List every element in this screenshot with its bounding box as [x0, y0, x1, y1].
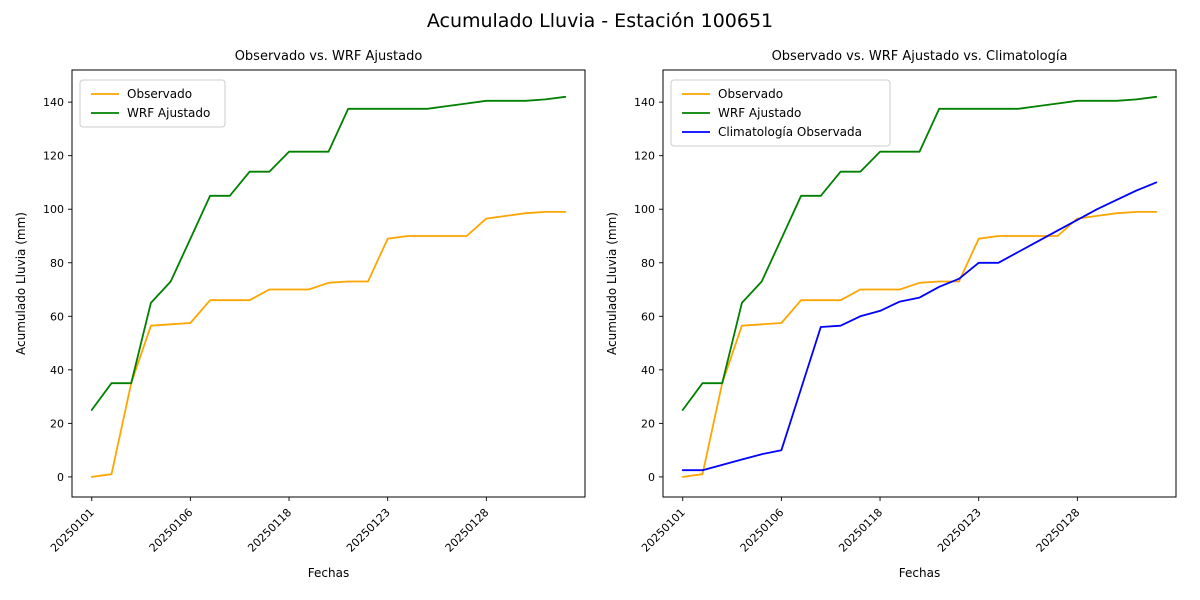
subplot-title: Observado vs. WRF Ajustado vs. Climatolo…	[772, 49, 1068, 64]
x-axis: 20250101 20250106 20250118 20250123 20250128	[48, 497, 491, 555]
svg-text:60: 60	[50, 310, 64, 323]
legend: Observado WRF Ajustado	[79, 79, 226, 128]
x-axis: 20250101 20250106 20250118 20250123 20250128	[639, 497, 1082, 555]
series-wrf-ajustado	[681, 95, 1158, 411]
svg-text:80: 80	[50, 257, 64, 270]
svg-text:20: 20	[641, 417, 655, 430]
svg-text:60: 60	[641, 310, 655, 323]
figure-title: Acumulado Lluvia - Estación 100651	[426, 10, 774, 32]
svg-text:120: 120	[43, 150, 64, 163]
svg-text:20250128: 20250128	[1034, 506, 1083, 555]
svg-text:WRF Ajustado: WRF Ajustado	[718, 106, 801, 120]
y-axis-label: Acumulado Lluvia (mm)	[605, 212, 619, 355]
plot-border	[662, 69, 1177, 498]
subplot-title: Observado vs. WRF Ajustado	[235, 49, 423, 64]
svg-text:20250101: 20250101	[48, 506, 97, 555]
svg-text:40: 40	[50, 364, 64, 377]
y-axis: 0 20 40 60 80 100 120 140	[634, 96, 663, 484]
legend: Observado WRF Ajustado Climatología Observ…	[670, 79, 891, 147]
svg-text:20250118: 20250118	[245, 506, 294, 555]
svg-text:WRF Ajustado: WRF Ajustado	[127, 106, 210, 120]
svg-text:20250118: 20250118	[836, 506, 885, 555]
svg-text:20250106: 20250106	[738, 506, 787, 555]
svg-text:20250106: 20250106	[147, 506, 196, 555]
plot-border	[71, 69, 586, 498]
svg-text:120: 120	[634, 150, 655, 163]
svg-text:20250128: 20250128	[443, 506, 492, 555]
series-climatolog-a-observada	[681, 181, 1158, 472]
svg-text:100: 100	[43, 203, 64, 216]
y-axis: 0 20 40 60 80 100 120 140	[43, 96, 72, 484]
svg-text:140: 140	[43, 96, 64, 109]
series-observado	[681, 210, 1158, 478]
svg-text:Observado: Observado	[718, 87, 783, 101]
y-axis-label: Acumulado Lluvia (mm)	[14, 212, 28, 355]
x-axis-label: Fechas	[899, 566, 940, 580]
svg-text:20250123: 20250123	[344, 506, 393, 555]
svg-text:Observado: Observado	[127, 87, 192, 101]
svg-text:80: 80	[641, 257, 655, 270]
svg-text:Climatología Observada: Climatología Observada	[718, 125, 862, 139]
svg-text:20: 20	[50, 417, 64, 430]
svg-text:0: 0	[648, 471, 655, 484]
svg-text:140: 140	[634, 96, 655, 109]
series-wrf-ajustado	[90, 95, 567, 411]
svg-text:20250101: 20250101	[639, 506, 688, 555]
svg-text:40: 40	[641, 364, 655, 377]
x-axis-label: Fechas	[308, 566, 349, 580]
svg-text:100: 100	[634, 203, 655, 216]
series-observado	[90, 210, 567, 478]
svg-text:0: 0	[57, 471, 64, 484]
svg-text:20250123: 20250123	[935, 506, 984, 555]
